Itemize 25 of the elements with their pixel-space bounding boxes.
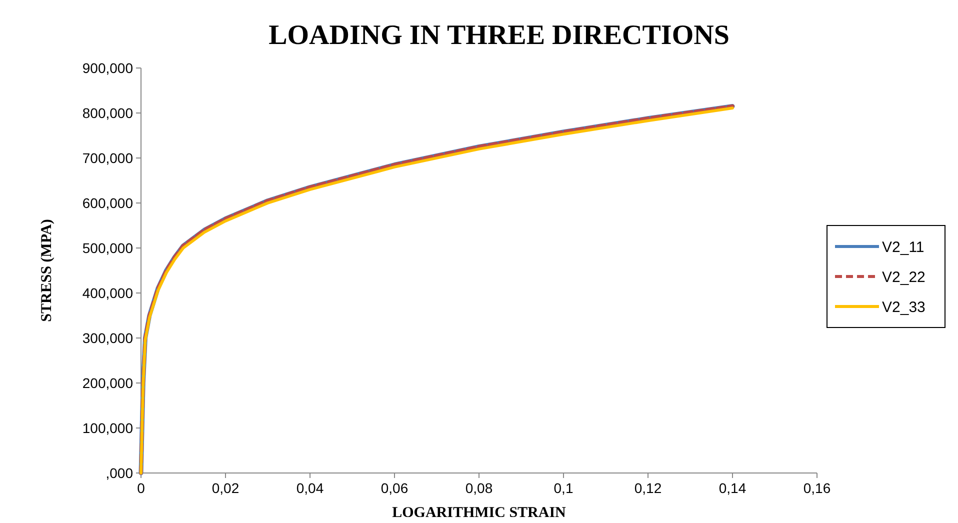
x-tick-label: 0,16 xyxy=(803,480,831,496)
x-tick-label: 0,14 xyxy=(718,480,746,496)
legend-label: V2_33 xyxy=(882,298,926,316)
x-tick-label: 0,08 xyxy=(465,480,493,496)
y-axis-title: STRESS (MPA) xyxy=(39,219,55,322)
x-tick-label: 0 xyxy=(137,480,146,496)
x-tick-label: 0,1 xyxy=(554,480,574,496)
x-axis-title: LOGARITHMIC STRAIN xyxy=(392,505,566,521)
y-tick-label: 900,000 xyxy=(82,60,134,76)
y-tick-label: 600,000 xyxy=(82,194,134,211)
y-tick-label: 100,000 xyxy=(82,420,134,436)
y-tick-label: 500,000 xyxy=(82,240,134,256)
x-tick-label: 0,12 xyxy=(634,480,662,496)
y-tick-label: 300,000 xyxy=(82,330,134,346)
x-tick-label: 0,06 xyxy=(380,480,408,496)
x-tick-label: 0,02 xyxy=(212,480,240,496)
y-tick-label: 200,000 xyxy=(82,374,134,391)
legend-label: V2_22 xyxy=(882,268,926,286)
y-tick-label: 400,000 xyxy=(82,284,134,301)
legend-label: V2_11 xyxy=(882,238,924,256)
y-tick-label: 700,000 xyxy=(82,150,134,166)
x-tick-label: 0,04 xyxy=(296,480,324,496)
chart-title: LOADING IN THREE DIRECTIONS xyxy=(268,20,730,51)
y-tick-label: 800,000 xyxy=(82,104,134,121)
y-tick-label: ,000 xyxy=(106,464,134,481)
